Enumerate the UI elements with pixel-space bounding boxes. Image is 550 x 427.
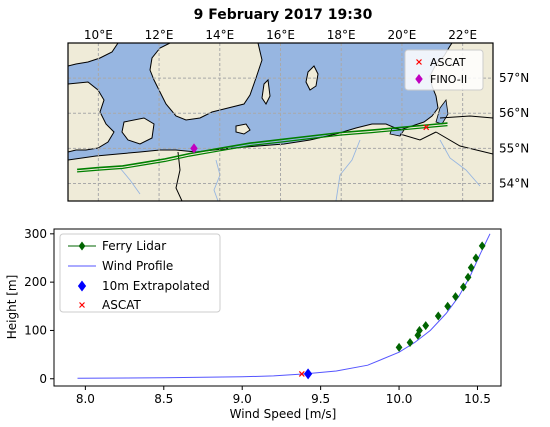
map-lat-label: 56°N — [499, 106, 529, 120]
map-lon-label: 20°E — [387, 28, 416, 42]
river-1 — [213, 159, 221, 201]
fino-diamond — [190, 143, 198, 154]
map-lon-label: 16°E — [266, 28, 295, 42]
land-zealand — [121, 117, 155, 145]
land-scandinavia-west — [68, 43, 119, 67]
x-tick-label: 10.0 — [386, 392, 413, 406]
ferry-lidar-point — [416, 325, 423, 335]
map-lat-labels: 57°N 56°N 55°N 54°N — [499, 71, 529, 190]
map-legend-label-ascat: ASCAT — [430, 56, 466, 69]
river-4 — [119, 167, 141, 195]
land-gotland — [305, 65, 319, 91]
legend-handle-ascat — [79, 302, 85, 308]
ferry-lidar-points — [395, 241, 486, 352]
ferry-lidar-point — [464, 272, 472, 282]
ascat-cross — [423, 124, 430, 131]
y-tick-label: 300 — [24, 227, 47, 241]
y-axis-label: Height [m] — [5, 275, 19, 340]
ferry-lidar-point — [452, 292, 459, 302]
y-axis-ticks: 0 100 200 300 — [24, 227, 54, 386]
map-lon-labels: 10°E 12°E 14°E 16°E 18°E 20°E 22°E — [84, 28, 477, 42]
border-2 — [399, 131, 437, 141]
ferry-lidar-point — [459, 282, 467, 292]
legend-handle-10m-extrapolated — [77, 280, 87, 292]
plot-frame — [53, 228, 502, 387]
extrapolated-points — [303, 368, 313, 380]
legend-label-ascat: ASCAT — [102, 298, 141, 312]
map-legend-fino-marker — [415, 74, 423, 84]
map-lon-label: 22°E — [448, 28, 477, 42]
border-3 — [435, 131, 493, 155]
x-tick-label: 8.0 — [76, 392, 95, 406]
x-axis-label: Wind Speed [m/s] — [230, 407, 337, 421]
land-south-coast — [68, 43, 493, 201]
map-lon-label: 18°E — [327, 28, 356, 42]
map-lon-label: 14°E — [205, 28, 234, 42]
ferry-lidar-point — [467, 263, 475, 273]
ferry-lidar-point — [472, 253, 480, 263]
x-axis-ticks: 8.0 8.5 9.0 9.5 10.0 10.5 — [76, 386, 491, 406]
ferry-track-return — [77, 125, 448, 173]
ascat-marker — [423, 124, 430, 131]
river-3 — [439, 139, 481, 187]
map-gridlines — [68, 43, 493, 201]
land-oland — [261, 78, 271, 105]
ferry-lidar-point — [434, 311, 442, 321]
border-4 — [439, 115, 493, 119]
fino-marker — [190, 143, 198, 154]
extrapolated-point — [303, 368, 313, 380]
map-lat-label: 57°N — [499, 71, 529, 85]
ascat-point — [298, 370, 305, 377]
x-tick-label: 8.5 — [154, 392, 173, 406]
ferry-lidar-point — [406, 338, 414, 348]
land-sweden — [149, 43, 263, 121]
legend-handle-ferry-lidar-marker — [78, 241, 86, 251]
map-lon-label: 12°E — [145, 28, 174, 42]
map-land — [68, 43, 493, 201]
map-frame — [67, 42, 494, 202]
y-tick-label: 200 — [24, 275, 47, 289]
x-tick-label: 9.0 — [233, 392, 252, 406]
y-tick-label: 100 — [24, 323, 47, 337]
legend-label-ferry-lidar: Ferry Lidar — [102, 239, 166, 253]
x-tick-label: 10.5 — [464, 392, 491, 406]
map-legend-box — [404, 49, 484, 91]
ferry-lidar-point — [478, 241, 486, 251]
border-1 — [175, 151, 183, 201]
map-lat-label: 55°N — [499, 141, 529, 155]
plot-legend: Ferry Lidar Wind Profile 10m Extrapolate… — [59, 233, 221, 313]
land-bornholm — [235, 123, 251, 135]
legend-label-wind-profile: Wind Profile — [102, 259, 173, 273]
map-lat-label: 54°N — [499, 176, 529, 190]
map-rivers — [119, 139, 481, 201]
ferry-lidar-point — [395, 342, 403, 352]
map-legend-ascat-marker — [416, 59, 422, 65]
map-legend-label-fino: FINO-II — [430, 73, 467, 86]
map-lon-label: 10°E — [84, 28, 113, 42]
ferry-lidar-point — [444, 301, 452, 311]
river-2 — [335, 139, 361, 201]
wind-profile-line — [77, 233, 491, 379]
plot-legend-box — [59, 233, 221, 313]
ascat-points — [298, 370, 305, 377]
x-tick-label: 9.5 — [311, 392, 330, 406]
map-legend: ASCAT FINO-II — [404, 49, 484, 91]
legend-label-10m-extrapolated: 10m Extrapolated — [102, 279, 210, 293]
ferry-lidar-point — [422, 321, 430, 331]
ferry-track — [77, 122, 448, 171]
map-title: 9 February 2017 19:30 — [194, 7, 373, 23]
map-borders — [175, 115, 493, 201]
y-tick-label: 0 — [39, 372, 47, 386]
